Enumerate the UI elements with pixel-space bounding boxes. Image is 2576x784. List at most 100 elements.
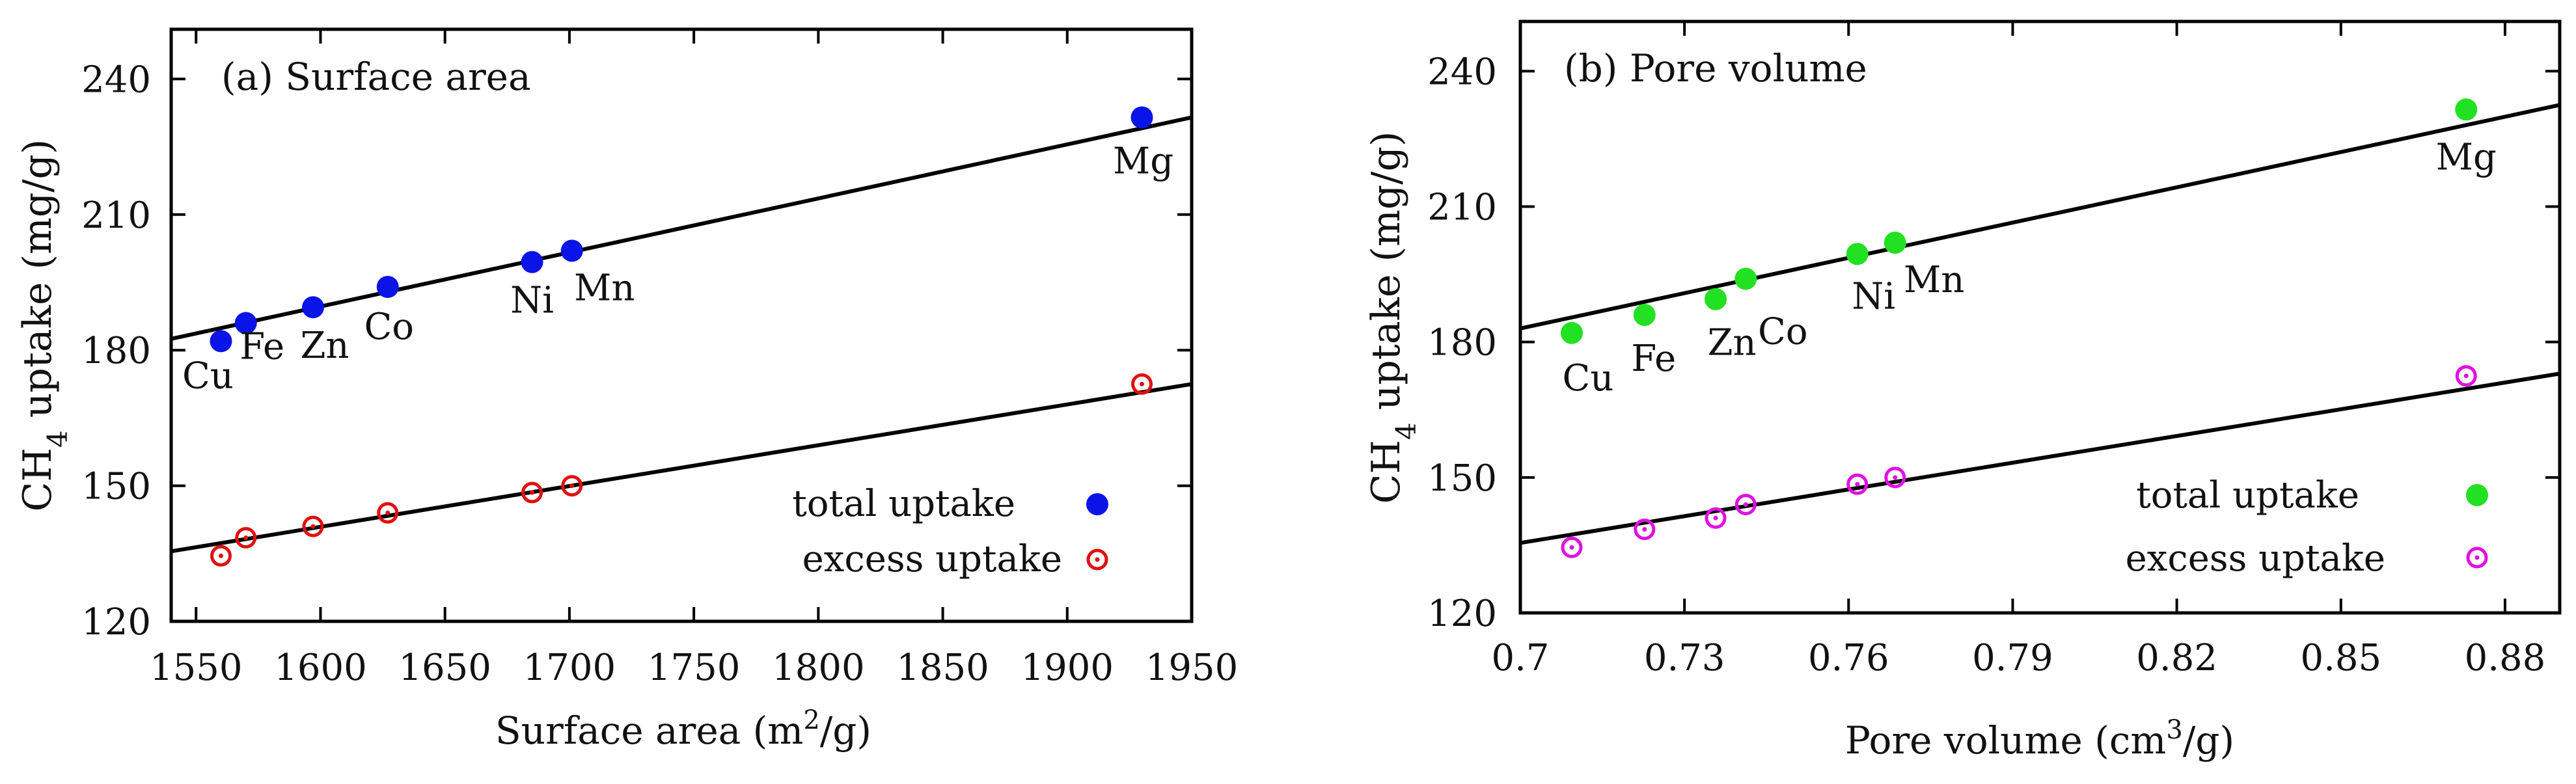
excess-uptake-point [1131, 373, 1153, 395]
excess-uptake-point [235, 526, 257, 548]
total-uptake-point [210, 330, 232, 353]
total-uptake-point [301, 296, 324, 319]
point-label-cu: Cu [182, 355, 234, 397]
legend-total-label-b: total uptake [2136, 474, 2359, 517]
panel-a: 120 150 180 210 240 1550 1600 1650 1700 1750 1800… [15, 27, 1238, 753]
excess-uptake-point [302, 515, 324, 537]
point-label-mn: Mn [1904, 259, 1964, 301]
point-label-mn: Mn [574, 267, 635, 309]
excess-uptake-point [561, 475, 583, 497]
excess-uptake-point-center [243, 535, 249, 540]
y-tick-label: 240 [81, 59, 151, 101]
y-tick-label: 120 [81, 601, 151, 643]
x-tick-label: 0.88 [2465, 637, 2546, 679]
fit-line [171, 115, 1192, 341]
excess-uptake-point [377, 502, 399, 524]
excess-uptake-point [1846, 473, 1869, 495]
legend-b: total uptake excess uptake [2126, 474, 2488, 580]
excess-uptake-point [1634, 519, 1656, 541]
y-tick-label: 120 [1427, 593, 1497, 635]
point-label-fe: Fe [1631, 338, 1676, 380]
excess-uptake-point [1884, 466, 1906, 489]
excess-uptake-point [1561, 536, 1583, 558]
excess-uptake-point [2455, 365, 2477, 387]
fit-lines-a [171, 115, 1192, 554]
y-tick-label: 240 [1427, 51, 1497, 93]
excess-uptake-point-center [1893, 475, 1898, 480]
x-ticks-a: 1550 1600 1650 1700 1750 1800 1850 1900 1950 [150, 29, 1238, 689]
x-tick-label: 0.7 [1491, 637, 1549, 679]
fit-line [1520, 103, 2560, 331]
point-label-ni: Ni [1852, 275, 1895, 318]
total-uptake-point [521, 250, 543, 273]
legend-excess-label-b: excess uptake [2126, 537, 2385, 580]
x-tick-label: 0.73 [1644, 637, 1725, 679]
total-uptake-point [1846, 243, 1869, 265]
x-tick-label: 0.82 [2136, 637, 2217, 679]
excess-uptake-point-center [218, 553, 223, 558]
excess-uptake-point-center [1569, 545, 1574, 550]
panel-label-b: (b) Pore volume [1564, 46, 1867, 90]
point-label-zn: Zn [300, 325, 349, 367]
x-tick-label: 1700 [523, 647, 616, 689]
total-uptake-point [1633, 304, 1656, 327]
excess-uptake-point-center [1713, 515, 1718, 520]
y-tick-label: 150 [1427, 457, 1497, 500]
plot-frame-b [1518, 20, 2562, 615]
point-label-mg: Mg [2436, 136, 2497, 178]
y-axis-label-b: CH4 uptake (mg/g) [1363, 131, 1422, 504]
fit-line [1520, 372, 2560, 545]
y-tick-label: 180 [81, 330, 151, 372]
x-tick-label: 0.85 [2300, 637, 2381, 679]
x-axis-label-a: Surface area (m2/g) [495, 705, 871, 753]
x-tick-label: 1600 [274, 647, 367, 689]
legend-total-marker-b [2466, 484, 2488, 506]
y-ticks-a: 120 150 180 210 240 [81, 59, 1192, 643]
legend-excess-label-a: excess uptake [802, 538, 1062, 580]
legend-a: total uptake excess uptake [792, 483, 1108, 580]
total-uptake-point [2455, 98, 2478, 121]
excess-uptake-point-center [1855, 481, 1860, 487]
point-labels-b: Cu Fe Zn Co Ni Mn Mg [1563, 136, 2497, 399]
y-ticks-b: 120 150 180 210 240 [1427, 51, 2560, 635]
total-uptake-point [1705, 288, 1727, 310]
plot-frame-a [169, 27, 1194, 623]
panel-label-a: (a) Surface area [221, 55, 531, 99]
total-uptake-point [234, 312, 257, 334]
total-uptake-point [1734, 267, 1757, 290]
total-uptake-point [1884, 232, 1906, 254]
excess-uptake-point [1734, 493, 1757, 515]
point-label-ni: Ni [510, 280, 554, 322]
excess-uptake-point [1705, 507, 1727, 529]
excess-uptake-point-center [2463, 373, 2469, 379]
y-tick-label: 150 [81, 466, 151, 508]
point-label-mg: Mg [1113, 140, 1173, 182]
x-tick-label: 1800 [772, 647, 865, 689]
fit-lines-b [1520, 103, 2560, 545]
excess-uptake-point-center [569, 483, 575, 489]
legend-total-marker-a [1086, 493, 1108, 515]
x-tick-label: 1750 [648, 647, 741, 689]
x-ticks-b: 0.7 0.73 0.76 0.79 0.82 0.85 0.88 [1491, 21, 2545, 679]
point-label-zn: Zn [1708, 322, 1757, 364]
data-points-b [1561, 98, 2478, 558]
x-tick-label: 1850 [896, 647, 989, 689]
data-points-a [210, 106, 1153, 567]
point-label-co: Co [364, 306, 414, 348]
total-uptake-point [1561, 321, 1583, 344]
y-tick-label: 180 [1427, 322, 1497, 364]
x-tick-label: 1650 [398, 647, 491, 689]
x-axis-label-b: Pore volume (cm3/g) [1845, 715, 2234, 763]
x-tick-label: 1950 [1145, 647, 1239, 689]
excess-uptake-point-center [310, 524, 316, 529]
point-label-cu: Cu [1563, 357, 1614, 399]
total-uptake-point [1130, 106, 1153, 129]
y-axis-label-a: CH4 uptake (mg/g) [15, 139, 74, 512]
point-label-fe: Fe [240, 326, 284, 368]
total-uptake-point [376, 275, 399, 298]
excess-uptake-point-center [1642, 527, 1647, 532]
legend-total-label-a: total uptake [792, 483, 1015, 525]
